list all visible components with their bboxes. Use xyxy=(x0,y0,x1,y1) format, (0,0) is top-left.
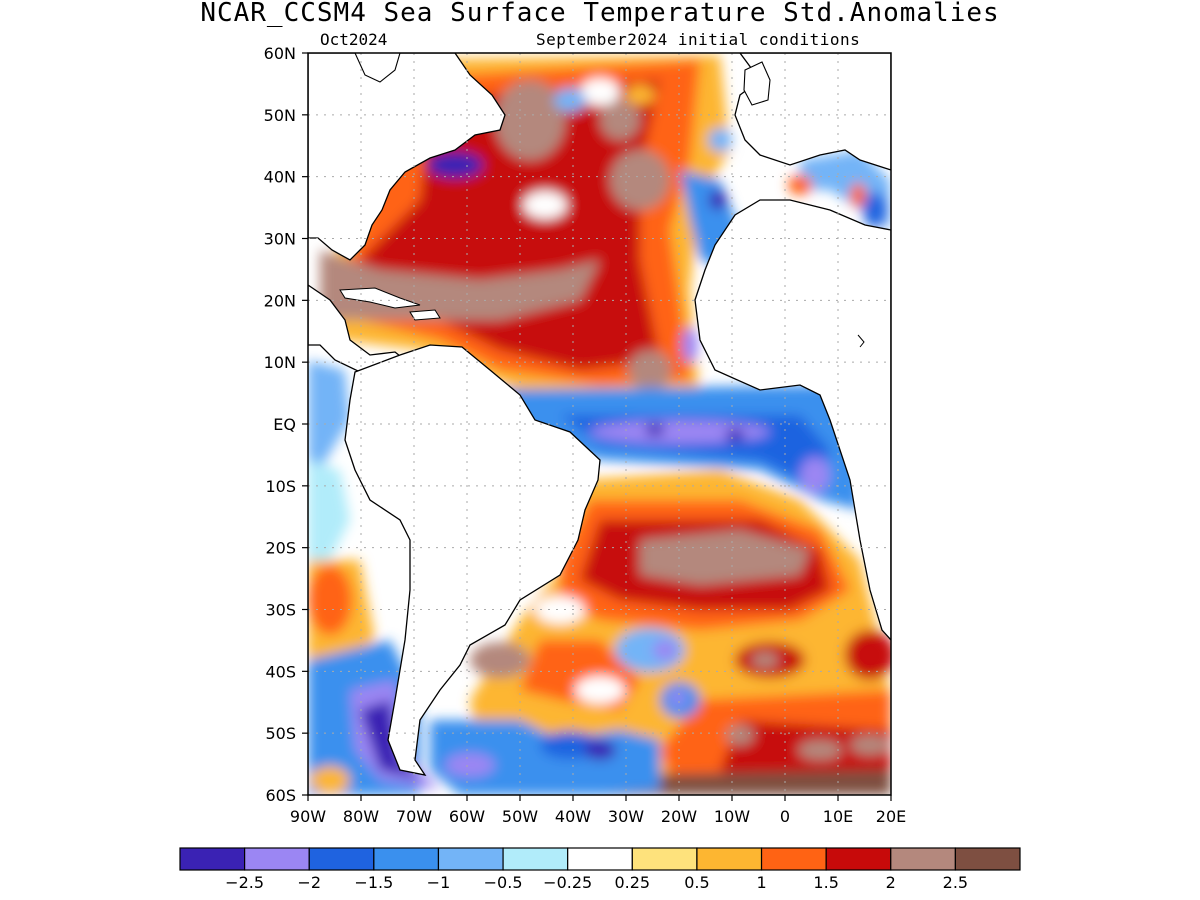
colorbar-swatch xyxy=(760,847,827,871)
color-scale-legend: −2.5 −2 −1.5 −1 −0.5 −0.25 0.25 0.5 1 1.5 2 2.5 xyxy=(179,847,1021,892)
lat-tick-label: 10N xyxy=(264,353,296,372)
colorbar-swatch xyxy=(631,847,698,871)
colorbar-label: −1 xyxy=(427,873,451,892)
colorbar-swatch xyxy=(567,847,633,871)
lat-tick-label: EQ xyxy=(273,415,296,434)
colorbar-label: −2 xyxy=(297,873,321,892)
colorbar-label: −2.5 xyxy=(225,873,264,892)
colorbar-swatch xyxy=(825,847,892,871)
colorbar-swatch xyxy=(890,847,956,871)
hispaniola-island xyxy=(409,309,441,321)
lon-tick-label: 40W xyxy=(555,807,591,826)
colorbar-label: 0.25 xyxy=(614,873,650,892)
target-month-label: Oct2024 xyxy=(320,30,388,49)
colorbar-swatch xyxy=(179,847,246,871)
lon-tick-label: 80W xyxy=(343,807,379,826)
africa-landmass xyxy=(694,199,891,641)
colorbar-label: 0.5 xyxy=(684,873,709,892)
colorbar-swatch xyxy=(954,847,1021,871)
lat-tick-label: 60S xyxy=(265,786,296,805)
colorbar-swatch xyxy=(696,847,763,871)
lat-tick-label: 50N xyxy=(264,106,296,125)
lat-tick-label: 10S xyxy=(265,477,296,496)
lon-tick-label: 90W xyxy=(290,807,326,826)
colorbar-swatch xyxy=(373,847,440,871)
europe-landmass xyxy=(734,53,891,171)
colorbar-label: −0.5 xyxy=(484,873,523,892)
british-isles-landmass xyxy=(743,61,771,106)
map-title: NCAR_CCSM4 Sea Surface Temperature Std.A… xyxy=(200,0,1000,28)
madagascar-coast xyxy=(857,334,865,348)
colorbar-swatch xyxy=(502,847,569,871)
colorbar-label: 2 xyxy=(886,873,896,892)
lon-tick-label: 60W xyxy=(449,807,485,826)
south-america-landmass xyxy=(344,344,601,776)
lat-tick-label: 50S xyxy=(265,724,296,743)
graticule xyxy=(308,53,891,795)
lat-tick-label: 20N xyxy=(264,291,296,310)
lon-tick-label: 20E xyxy=(876,807,906,826)
lon-tick-label: 50W xyxy=(502,807,538,826)
colorbar-label: 1 xyxy=(756,873,766,892)
colorbar-label: 1.5 xyxy=(813,873,838,892)
lat-tick-label: 40N xyxy=(264,168,296,187)
colorbar-swatch xyxy=(308,847,375,871)
lat-tick-label: 40S xyxy=(265,662,296,681)
initial-conditions-label: September2024 initial conditions xyxy=(536,30,861,49)
cuba-island xyxy=(339,287,421,309)
latitude-axis: 60N 50N 40N 30N 20N 10N EQ 10S 20S 30S 40S 50S 60S xyxy=(264,44,308,805)
lon-tick-label: 20W xyxy=(661,807,697,826)
lon-tick-label: 10W xyxy=(714,807,750,826)
lon-tick-label: 30W xyxy=(608,807,644,826)
colorbar-swatch xyxy=(244,847,310,871)
colorbar-label: −0.25 xyxy=(543,873,592,892)
lon-tick-label: 70W xyxy=(396,807,432,826)
colorbar-label: −1.5 xyxy=(354,873,393,892)
lat-tick-label: 30S xyxy=(265,601,296,620)
lat-tick-label: 20S xyxy=(265,539,296,558)
land-masses xyxy=(308,53,891,776)
north-america-landmass xyxy=(308,53,506,261)
longitude-axis: 90W 80W 70W 60W 50W 40W 30W 20W 10W 0 10E 20E xyxy=(290,795,906,826)
greenland-landmass xyxy=(354,53,401,83)
lon-tick-label: 10E xyxy=(823,807,853,826)
lat-tick-label: 30N xyxy=(264,230,296,249)
lat-tick-label: 60N xyxy=(264,44,296,63)
colorbar-label: 2.5 xyxy=(943,873,968,892)
lon-tick-label: 0 xyxy=(780,807,790,826)
colorbar-swatch xyxy=(437,847,504,871)
